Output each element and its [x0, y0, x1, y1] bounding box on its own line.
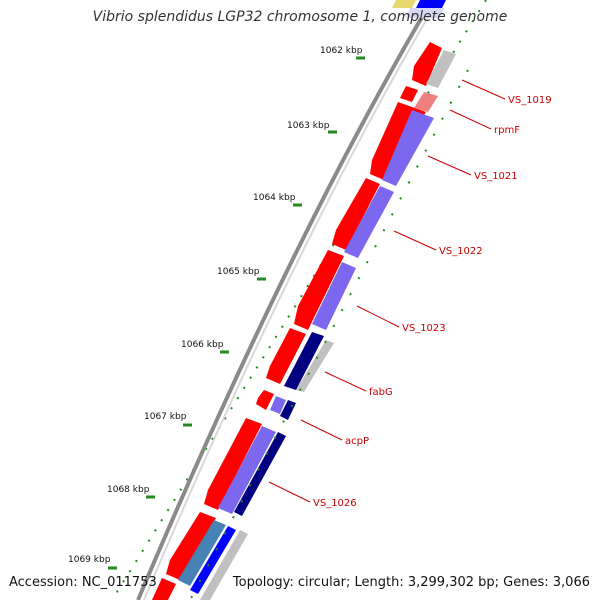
cds-steel	[178, 520, 226, 586]
cds-track	[178, 50, 456, 600]
tick-ring-dotted	[111, 0, 487, 601]
topology-label: Topology: circular; Length: 3,299,302 bp…	[232, 575, 590, 590]
cds-grey-lower	[296, 340, 334, 392]
leader-line	[300, 419, 343, 441]
cds-purple	[344, 186, 394, 258]
backbone-outer	[136, 0, 434, 601]
leader-line	[449, 109, 492, 130]
cds-purple	[382, 110, 434, 186]
cds-grey	[426, 50, 456, 88]
leader-line	[427, 155, 472, 176]
cds-purple-small	[270, 396, 286, 414]
gene-label: VS_1026	[313, 498, 357, 509]
leader-line	[393, 230, 437, 251]
gene-label: acpP	[345, 436, 369, 447]
gene-label: VS_1021	[474, 171, 518, 182]
gene-arrow	[204, 418, 262, 510]
gene-block-top-blue	[416, 0, 446, 8]
gene-label: VS_1023	[402, 323, 446, 334]
kbp-label: 1066 kbp	[181, 340, 224, 350]
leader-line	[356, 305, 400, 328]
gene-label: VS_1022	[439, 246, 483, 257]
gene-label: rpmF	[494, 125, 520, 136]
gene-block-top-yellow	[392, 0, 416, 8]
label-leaders	[268, 79, 506, 503]
kbp-label: 1063 kbp	[287, 121, 330, 131]
kbp-ticks	[108, 56, 365, 570]
leader-line	[268, 481, 311, 503]
cds-purple	[312, 262, 356, 330]
backbone-inner	[143, 0, 439, 601]
gene-arrow	[412, 42, 442, 86]
kbp-label: 1064 kbp	[253, 193, 296, 203]
kbp-label: 1067 kbp	[144, 412, 187, 422]
gene-arrow	[400, 86, 418, 102]
gene-label: VS_1019	[508, 95, 552, 106]
cds-blue	[190, 526, 236, 594]
gene-arrow	[166, 512, 216, 580]
gene-arrow	[294, 250, 344, 330]
gene-label: fabG	[369, 387, 393, 398]
inner-tick-ring	[189, 69, 469, 601]
gene-block-top-pale	[406, 8, 444, 18]
kbp-label: 1062 kbp	[320, 46, 363, 56]
gene-arrow	[266, 328, 306, 384]
accession-label: Accession: NC_011753	[9, 575, 157, 590]
genome-title: Vibrio splendidus LGP32 chromosome 1, co…	[92, 9, 508, 25]
cds-navy	[284, 332, 324, 390]
cds-navy	[234, 432, 286, 516]
gene-arrow	[332, 178, 380, 250]
cds-grey-bottom	[200, 530, 248, 600]
kbp-label: 1065 kbp	[217, 267, 260, 277]
leader-line	[324, 371, 367, 392]
gene-arrow	[256, 390, 274, 410]
gene-arrow	[152, 578, 176, 600]
leader-line	[461, 79, 506, 100]
kbp-label: 1068 kbp	[107, 485, 150, 495]
cds-purple	[218, 426, 276, 514]
cds-pink	[414, 92, 438, 112]
kbp-label: 1069 kbp	[68, 555, 111, 565]
